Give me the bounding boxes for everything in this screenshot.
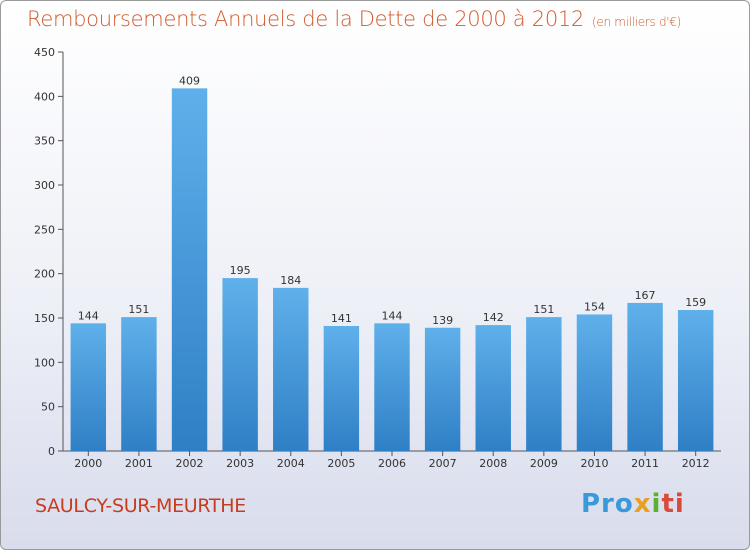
x-tick-label: 2001 — [125, 457, 153, 470]
x-tick-label: 2000 — [74, 457, 102, 470]
chart-subtitle: (en milliers d'€) — [592, 15, 682, 29]
bar-2011 — [627, 302, 663, 451]
logo-part-1: Pro — [581, 489, 634, 519]
data-label: 142 — [483, 311, 504, 324]
logo-part-2: x — [633, 489, 652, 519]
data-label: 167 — [635, 289, 656, 302]
bar-2001 — [121, 317, 157, 451]
bar-2005 — [323, 325, 360, 451]
logo-part-3: i — [651, 489, 662, 519]
data-label: 409 — [179, 74, 200, 87]
logo-part-4: ti — [661, 489, 685, 519]
chart-title: Remboursements Annuels de la Dette de 20… — [27, 7, 681, 31]
bar-2008 — [475, 325, 511, 451]
data-label: 144 — [382, 309, 403, 322]
data-label: 141 — [331, 312, 352, 325]
y-tick-label: 450 — [34, 46, 55, 59]
chart-bars — [70, 88, 714, 451]
bar-2003 — [222, 278, 258, 451]
y-tick-label: 250 — [34, 223, 55, 236]
x-tick-label: 2008 — [479, 457, 507, 470]
x-tick-label: 2006 — [378, 457, 406, 470]
bar-2012 — [677, 310, 714, 451]
bar-2002 — [171, 88, 208, 451]
bar-2007 — [424, 327, 461, 451]
x-tick-label: 2012 — [682, 457, 710, 470]
x-tick-label: 2009 — [530, 457, 558, 470]
town-name: SAULCY-SUR-MEURTHE — [35, 495, 246, 517]
data-label: 151 — [128, 303, 149, 316]
bar-2010 — [576, 314, 613, 451]
bar-2006 — [374, 323, 410, 451]
y-tick-label: 0 — [48, 445, 55, 458]
x-tick-label: 2005 — [327, 457, 355, 470]
data-label: 184 — [280, 274, 301, 287]
data-label: 159 — [685, 296, 706, 309]
y-tick-label: 50 — [41, 401, 55, 414]
data-label: 195 — [230, 264, 251, 277]
y-tick-label: 200 — [34, 268, 55, 281]
y-tick-label: 150 — [34, 312, 55, 325]
chart-axes: 0 50 100 150 200 250 300 350 400 450 2000 2001 2002 2… — [34, 46, 721, 470]
x-tick-label: 2004 — [277, 457, 305, 470]
x-tick-label: 2011 — [631, 457, 659, 470]
x-tick-label: 2003 — [226, 457, 254, 470]
bar-2009 — [526, 317, 562, 451]
data-label: 139 — [432, 314, 453, 327]
y-tick-label: 300 — [34, 179, 55, 192]
data-label: 154 — [584, 300, 605, 313]
bar-2000 — [70, 323, 107, 451]
x-tick-label: 2007 — [429, 457, 457, 470]
chart-labels: 144 151 409 195 184 141 144 139 142 151 154 167 159 — [78, 74, 706, 326]
y-tick-label: 350 — [34, 135, 55, 148]
chart-title-text: Remboursements Annuels de la Dette de 20… — [27, 7, 584, 31]
y-tick-label: 400 — [34, 90, 55, 103]
x-tick-label: 2002 — [176, 457, 204, 470]
x-tick-label: 2010 — [580, 457, 608, 470]
data-label: 151 — [533, 303, 554, 316]
data-label: 144 — [78, 309, 99, 322]
y-tick-label: 100 — [34, 356, 55, 369]
bar-2004 — [273, 287, 309, 451]
proxiti-logo: Proxiti — [581, 489, 685, 519]
